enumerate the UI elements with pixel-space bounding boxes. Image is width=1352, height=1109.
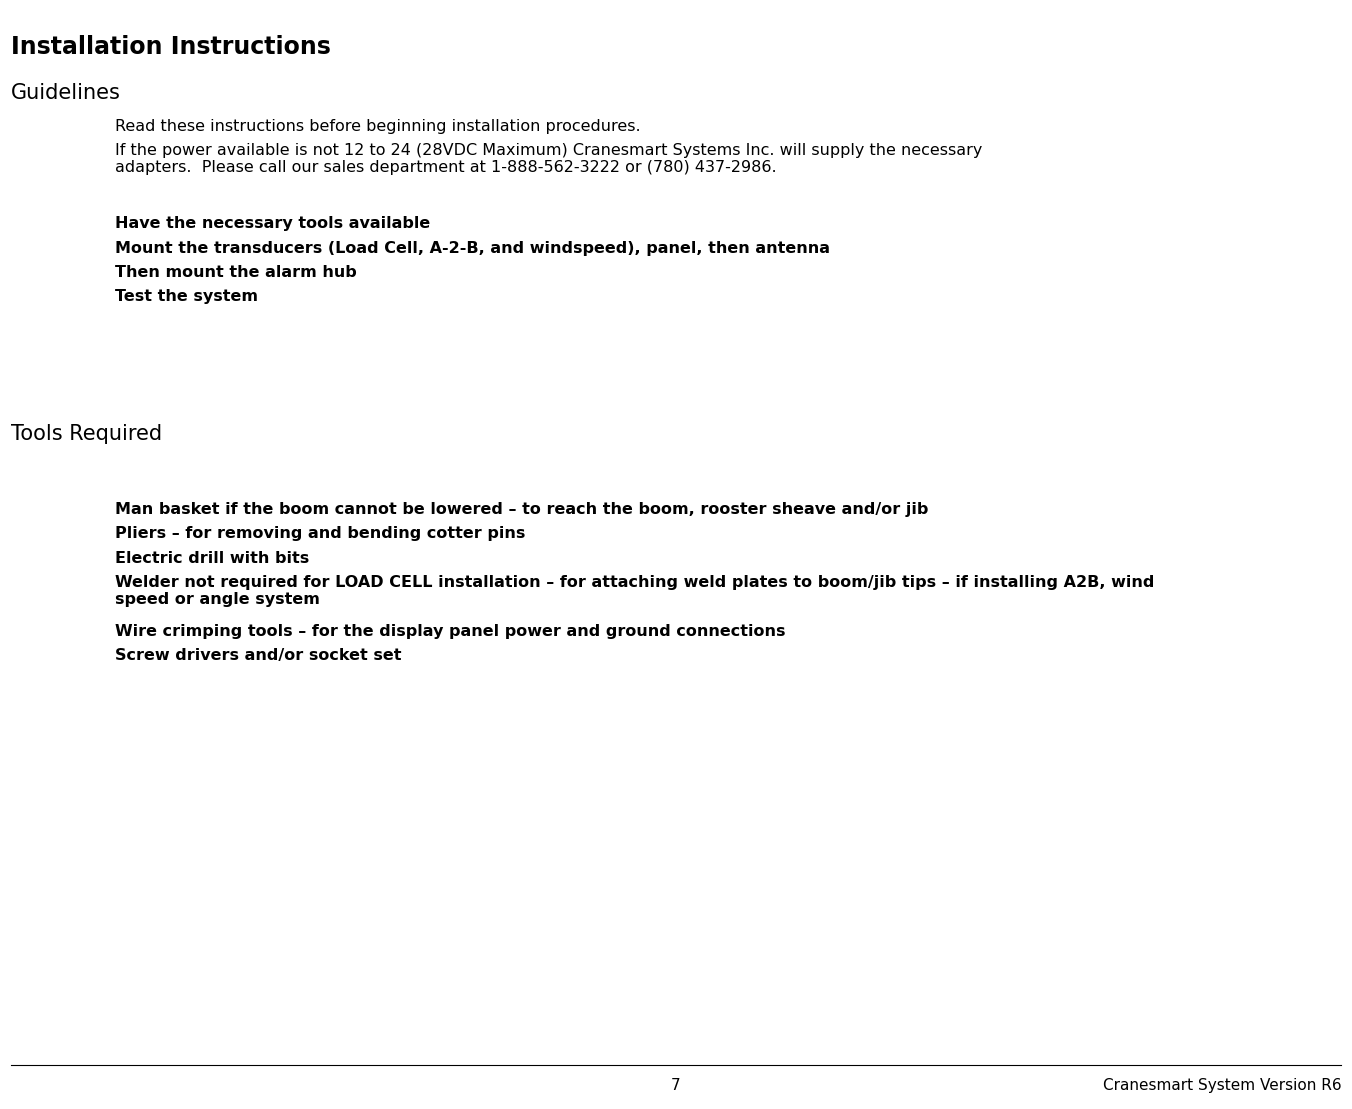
Text: Electric drill with bits: Electric drill with bits: [115, 550, 310, 566]
Text: Welder not required for LOAD CELL installation – for attaching weld plates to bo: Welder not required for LOAD CELL instal…: [115, 574, 1155, 608]
Text: Test the system: Test the system: [115, 289, 258, 305]
Text: Screw drivers and/or socket set: Screw drivers and/or socket set: [115, 648, 402, 663]
Text: Have the necessary tools available: Have the necessary tools available: [115, 216, 430, 232]
Text: Cranesmart System Version R6: Cranesmart System Version R6: [1103, 1078, 1341, 1093]
Text: Man basket if the boom cannot be lowered – to reach the boom, rooster sheave and: Man basket if the boom cannot be lowered…: [115, 501, 929, 517]
Text: Then mount the alarm hub: Then mount the alarm hub: [115, 265, 357, 281]
Text: If the power available is not 12 to 24 (28VDC Maximum) Cranesmart Systems Inc. w: If the power available is not 12 to 24 (…: [115, 143, 983, 175]
Text: Installation Instructions: Installation Instructions: [11, 35, 331, 60]
Text: 7: 7: [671, 1078, 681, 1093]
Text: Guidelines: Guidelines: [11, 83, 120, 103]
Text: Tools Required: Tools Required: [11, 424, 162, 444]
Text: Read these instructions before beginning installation procedures.: Read these instructions before beginning…: [115, 119, 641, 134]
Text: Mount the transducers (Load Cell, A-2-B, and windspeed), panel, then antenna: Mount the transducers (Load Cell, A-2-B,…: [115, 241, 830, 256]
Text: Pliers – for removing and bending cotter pins: Pliers – for removing and bending cotter…: [115, 526, 526, 541]
Text: Wire crimping tools – for the display panel power and ground connections: Wire crimping tools – for the display pa…: [115, 623, 786, 639]
